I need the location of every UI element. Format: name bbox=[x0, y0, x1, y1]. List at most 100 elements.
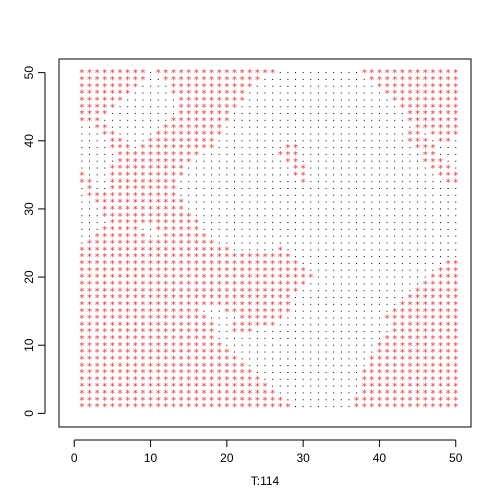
star-point: * bbox=[163, 300, 168, 311]
dot-point bbox=[439, 208, 441, 210]
star-point: * bbox=[407, 327, 412, 338]
star-point: * bbox=[354, 395, 359, 406]
star-point: * bbox=[171, 375, 176, 386]
star-point: * bbox=[201, 389, 206, 400]
dot-point bbox=[241, 242, 243, 244]
star-point: * bbox=[194, 109, 199, 120]
star-point: * bbox=[179, 211, 184, 222]
dot-point bbox=[287, 392, 289, 394]
star-point: * bbox=[415, 75, 420, 86]
dot-point bbox=[333, 351, 335, 353]
dot-point bbox=[157, 119, 159, 121]
dot-point bbox=[417, 208, 419, 210]
dot-point bbox=[340, 92, 342, 94]
dot-point bbox=[348, 140, 350, 142]
dot-point bbox=[295, 399, 297, 401]
dot-point bbox=[302, 310, 304, 312]
star-point: * bbox=[217, 89, 222, 100]
dot-point bbox=[264, 208, 266, 210]
star-point: * bbox=[362, 368, 367, 379]
dot-point bbox=[386, 297, 388, 299]
star-point: * bbox=[148, 341, 153, 352]
dot-point bbox=[241, 194, 243, 196]
star-point: * bbox=[453, 307, 458, 318]
dot-point bbox=[233, 317, 235, 319]
dot-point bbox=[317, 174, 319, 176]
star-point: * bbox=[423, 95, 428, 106]
star-point: * bbox=[163, 177, 168, 188]
dot-point bbox=[272, 99, 274, 101]
dot-point bbox=[165, 106, 167, 108]
star-point: * bbox=[217, 252, 222, 263]
dot-point bbox=[394, 160, 396, 162]
dot-point bbox=[272, 351, 274, 353]
dot-point bbox=[348, 344, 350, 346]
dot-point bbox=[348, 269, 350, 271]
dot-point bbox=[401, 113, 403, 115]
dot-point bbox=[340, 392, 342, 394]
dot-point bbox=[325, 78, 327, 80]
dot-point bbox=[310, 256, 312, 258]
star-point: * bbox=[133, 157, 138, 168]
dot-point bbox=[340, 337, 342, 339]
star-point: * bbox=[148, 375, 153, 386]
star-point: * bbox=[118, 286, 123, 297]
dot-point bbox=[142, 119, 144, 121]
star-point: * bbox=[285, 279, 290, 290]
star-point: * bbox=[438, 389, 443, 400]
x-tick-label: 40 bbox=[373, 451, 387, 465]
dot-point bbox=[96, 181, 98, 183]
dot-point bbox=[188, 174, 190, 176]
dot-point bbox=[432, 256, 434, 258]
star-point: * bbox=[87, 273, 92, 284]
dot-point bbox=[394, 242, 396, 244]
star-point: * bbox=[148, 150, 153, 161]
star-point: * bbox=[385, 361, 390, 372]
dot-point bbox=[348, 208, 350, 210]
dot-point bbox=[279, 392, 281, 394]
star-point: * bbox=[270, 389, 275, 400]
star-point: * bbox=[377, 382, 382, 393]
dot-point bbox=[295, 242, 297, 244]
star-point: * bbox=[278, 259, 283, 270]
star-point: * bbox=[446, 307, 451, 318]
dot-point bbox=[394, 174, 396, 176]
star-point: * bbox=[194, 95, 199, 106]
star-point: * bbox=[377, 389, 382, 400]
dot-point bbox=[104, 222, 106, 224]
dot-point bbox=[356, 147, 358, 149]
dot-point bbox=[409, 262, 411, 264]
star-point: * bbox=[240, 307, 245, 318]
star-point: * bbox=[217, 293, 222, 304]
star-point: * bbox=[186, 402, 191, 413]
dot-point bbox=[386, 133, 388, 135]
dot-point bbox=[333, 344, 335, 346]
dot-point bbox=[317, 215, 319, 217]
dot-point bbox=[241, 119, 243, 121]
star-point: * bbox=[247, 266, 252, 277]
star-point: * bbox=[209, 361, 214, 372]
star-point: * bbox=[179, 402, 184, 413]
star-point: * bbox=[118, 375, 123, 386]
star-point: * bbox=[400, 102, 405, 113]
star-point: * bbox=[186, 157, 191, 168]
dot-point bbox=[447, 242, 449, 244]
dot-point bbox=[371, 187, 373, 189]
star-point: * bbox=[118, 95, 123, 106]
star-point: * bbox=[232, 82, 237, 93]
star-point: * bbox=[79, 368, 84, 379]
dot-point bbox=[340, 344, 342, 346]
star-point: * bbox=[423, 402, 428, 413]
star-point: * bbox=[201, 320, 206, 331]
star-point: * bbox=[201, 348, 206, 359]
dot-point bbox=[249, 215, 251, 217]
dot-point bbox=[233, 344, 235, 346]
star-point: * bbox=[110, 334, 115, 345]
star-point: * bbox=[118, 266, 123, 277]
star-point: * bbox=[194, 225, 199, 236]
star-point: * bbox=[407, 89, 412, 100]
dot-point bbox=[333, 72, 335, 74]
dot-point bbox=[142, 92, 144, 94]
dot-point bbox=[188, 208, 190, 210]
